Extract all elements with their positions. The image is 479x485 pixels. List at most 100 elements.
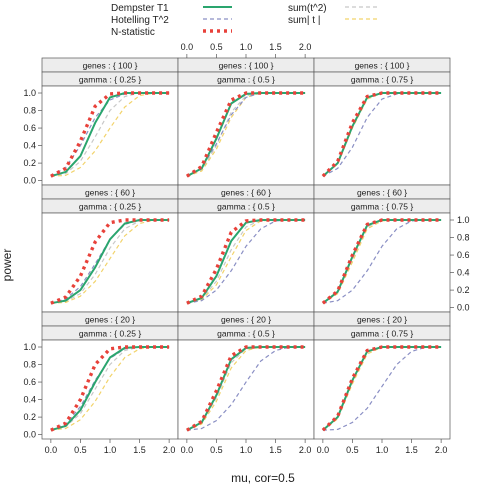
- curve-hotelling-t-2: [50, 92, 170, 177]
- curve-n-statistic: [321, 345, 442, 432]
- x-tick-label-top: 1.0: [240, 42, 253, 52]
- panel-plot-area: [313, 212, 451, 313]
- strip-gamma-label: gamma : { 0.25 }: [79, 75, 142, 85]
- panel-2: genes : { 100 } gamma : { 0.5 }: [177, 54, 315, 186]
- y-tick-label: 0.0: [23, 176, 36, 186]
- panel-plot-area: [313, 339, 451, 440]
- panel-7: genes : { 20 } gamma : { 0.25 }: [38, 311, 179, 443]
- x-tick-label-top: 0.0: [181, 42, 194, 52]
- legend-entry-hotelling: Hotelling T^2: [111, 15, 232, 26]
- x-tick-label: 2.0: [435, 445, 448, 455]
- legend-label-dempster: Dempster T1: [111, 3, 169, 14]
- curve-sum-t-2: [50, 346, 170, 431]
- y-tick-label: 0.4: [23, 395, 36, 405]
- strip-genes-label: genes : { 60 }: [85, 188, 135, 198]
- strip-gamma-label: gamma : { 0.75 }: [351, 329, 414, 339]
- curve-n-statistic: [321, 218, 442, 305]
- strip-gamma-label: gamma : { 0.25 }: [79, 329, 142, 339]
- y-tick-label: 1.0: [23, 342, 36, 352]
- panel-3: genes : { 100 } gamma : { 0.75 }: [313, 57, 451, 186]
- legend-entry-dempster: Dempster T1: [111, 3, 232, 14]
- strip-genes-label: genes : { 20 }: [221, 315, 271, 325]
- legend-label-hotelling: Hotelling T^2: [111, 15, 169, 26]
- panel-grid: genes : { 100 }gamma : { 0.25 }genes : {…: [38, 54, 454, 443]
- y-tick-label: 0.8: [23, 360, 36, 370]
- strip-genes-label: genes : { 60 }: [221, 188, 271, 198]
- legend-label-sumabs: sum| t |: [288, 15, 320, 26]
- panel-5: genes : { 60 } gamma : { 0.5 }: [177, 184, 315, 313]
- y-tick-label-right: 0.8: [457, 233, 470, 243]
- strip-gamma-label: gamma : { 0.75 }: [351, 75, 414, 85]
- x-tick-label: 1.5: [133, 445, 146, 455]
- strip-genes-label: genes : { 20 }: [85, 315, 135, 325]
- curve-n-statistic: [50, 218, 170, 305]
- legend-entry-sumabs: sum| t |: [288, 15, 377, 26]
- curve-n-statistic: [186, 345, 306, 432]
- y-tick-label-right: 0.0: [457, 303, 470, 313]
- y-tick-label-right: 0.6: [457, 250, 470, 260]
- y-tick-label: 1.0: [23, 88, 36, 98]
- panel-6: genes : { 60 } gamma : { 0.75 }: [313, 184, 454, 313]
- curve-dempster-t1: [50, 92, 170, 178]
- curve-dempster-t1: [50, 346, 170, 432]
- strip-gamma-label: gamma : { 0.5 }: [217, 75, 275, 85]
- x-tick-label: 0.5: [74, 445, 87, 455]
- panel-plot-area: [41, 212, 179, 313]
- x-tick-label: 2.0: [299, 445, 312, 455]
- x-tick-label: 0.0: [45, 445, 58, 455]
- curve-n-statistic: [321, 91, 442, 178]
- axis-ticks: 0.0 0.2 0.4 0.6 0.8 1.0 0.0 0.5 1.0 1.5 2.0 0.0 0.2 0…: [23, 42, 469, 455]
- strip-genes-label: genes : { 100 }: [355, 61, 410, 71]
- curve-hotelling-t-2: [322, 92, 442, 177]
- y-tick-label-right: 1.0: [457, 215, 470, 225]
- strip-genes-label: genes : { 60 }: [357, 188, 407, 198]
- x-tick-label: 0.0: [181, 445, 194, 455]
- strip-genes-label: genes : { 20 }: [357, 315, 407, 325]
- x-tick-label-top: 2.0: [299, 42, 312, 52]
- strip-genes-label: genes : { 100 }: [83, 61, 138, 71]
- x-axis-title: mu, cor=0.5: [231, 471, 295, 485]
- legend: Dempster T1 Hotelling T^2 N-statistic su…: [111, 3, 377, 38]
- legend-label-sumt2: sum(t^2): [288, 3, 327, 14]
- x-tick-label: 1.0: [376, 445, 389, 455]
- y-tick-label: 0.2: [23, 412, 36, 422]
- panel-plot-area: [41, 85, 179, 186]
- y-tick-label: 0.0: [23, 430, 36, 440]
- x-tick-label: 1.0: [240, 445, 253, 455]
- y-tick-label-right: 0.4: [457, 268, 470, 278]
- x-tick-label: 0.5: [210, 445, 223, 455]
- x-tick-label: 1.5: [269, 445, 282, 455]
- y-tick-label: 0.2: [23, 158, 36, 168]
- panel-plot-area: [41, 339, 179, 440]
- curve-n-statistic: [185, 91, 306, 178]
- x-tick-label: 2.0: [163, 445, 176, 455]
- legend-label-nstat: N-statistic: [111, 27, 155, 38]
- panel-4: genes : { 60 } gamma : { 0.25 }: [41, 184, 179, 313]
- strip-gamma-label: gamma : { 0.75 }: [351, 202, 414, 212]
- x-tick-label: 1.5: [405, 445, 418, 455]
- y-tick-label: 0.6: [23, 377, 36, 387]
- panel-1: genes : { 100 } gamma : { 0.25 }: [38, 57, 179, 186]
- strip-genes-label: genes : { 100 }: [219, 61, 274, 71]
- strip-gamma-label: gamma : { 0.5 }: [217, 329, 275, 339]
- x-tick-label: 0.0: [317, 445, 330, 455]
- strip-gamma-label: gamma : { 0.5 }: [217, 202, 275, 212]
- y-tick-label: 0.6: [23, 123, 36, 133]
- x-tick-label-top: 1.5: [269, 42, 282, 52]
- y-tick-label-right: 0.2: [457, 285, 470, 295]
- panel-plot-area: [313, 85, 451, 186]
- curve-n-statistic: [186, 218, 306, 305]
- y-tick-label: 0.8: [23, 106, 36, 116]
- x-tick-label: 0.5: [346, 445, 359, 455]
- legend-entry-nstat: N-statistic: [111, 27, 232, 38]
- strip-gamma-label: gamma : { 0.25 }: [79, 202, 142, 212]
- y-tick-label: 0.4: [23, 141, 36, 151]
- curve-hotelling-t-2: [186, 346, 306, 431]
- panel-8: genes : { 20 } gamma : { 0.5 }: [177, 311, 315, 443]
- legend-entry-sumt2: sum(t^2): [288, 3, 377, 14]
- x-tick-label: 1.0: [104, 445, 117, 455]
- panel-9: genes : { 20 } gamma : { 0.75 }: [313, 311, 451, 443]
- y-axis-title: power: [0, 249, 14, 282]
- x-tick-label-top: 0.5: [210, 42, 223, 52]
